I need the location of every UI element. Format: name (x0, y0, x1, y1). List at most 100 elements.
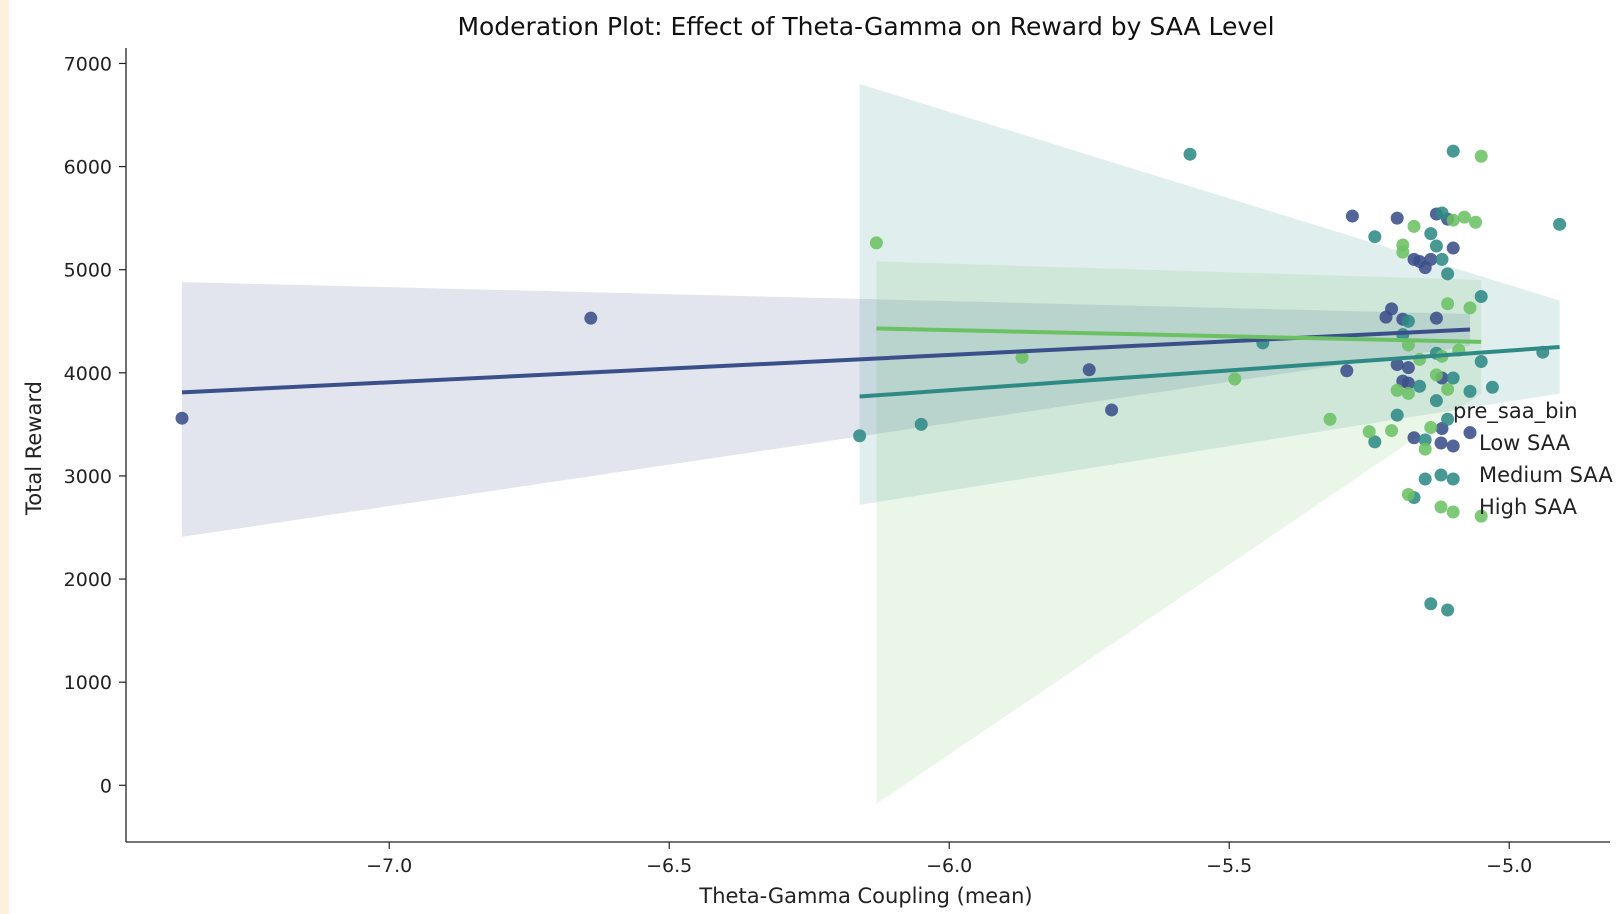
point-high-saa (1385, 424, 1399, 438)
point-high-saa (1015, 350, 1029, 364)
confidence-bands (182, 84, 1560, 804)
x-tick-label: −7.0 (366, 855, 412, 877)
point-high-saa (1390, 383, 1404, 397)
point-high-saa (1401, 386, 1415, 400)
legend-label: Medium SAA (1479, 463, 1613, 487)
y-tick-label: 6000 (64, 157, 112, 179)
x-tick-label: −5.0 (1486, 855, 1532, 877)
page-edge-stripe (0, 0, 9, 914)
point-high-saa (1469, 215, 1483, 229)
point-high-saa (1228, 372, 1242, 386)
y-tick-label: 0 (100, 775, 112, 797)
point-medium-saa (1441, 267, 1455, 281)
x-tick-label: −5.5 (1206, 855, 1252, 877)
legend-marker (1434, 500, 1448, 514)
point-medium-saa (1413, 379, 1427, 393)
point-medium-saa (1368, 230, 1382, 244)
fit-line-high-saa (876, 326, 1482, 344)
point-medium-saa (1435, 206, 1449, 220)
point-medium-saa (914, 417, 928, 431)
point-low-saa (584, 311, 598, 325)
legend-label: Low SAA (1479, 431, 1571, 455)
point-high-saa (1418, 442, 1432, 456)
point-high-saa (1446, 505, 1460, 519)
point-high-saa (1474, 509, 1488, 523)
point-medium-saa (1474, 354, 1488, 368)
point-medium-saa (1441, 412, 1455, 426)
point-medium-saa (1418, 433, 1432, 447)
ci-band-high-saa (876, 261, 1482, 804)
chart-title: Moderation Plot: Effect of Theta-Gamma o… (457, 12, 1274, 41)
point-high-saa (1463, 301, 1477, 315)
point-medium-saa (1424, 227, 1438, 241)
point-low-saa (1424, 252, 1438, 266)
point-low-saa (1401, 376, 1415, 390)
point-medium-saa (1463, 384, 1477, 398)
y-tick-label: 3000 (64, 466, 112, 488)
point-low-saa (1082, 363, 1096, 377)
point-low-saa (1385, 302, 1399, 316)
legend-items: Low SAA Medium SAA High SAA (1434, 431, 1613, 519)
fit-line-medium-saa (859, 345, 1560, 399)
point-medium-saa (1446, 144, 1460, 158)
y-axis-title: Total Reward (22, 381, 46, 516)
point-low-saa (1463, 426, 1477, 440)
point-medium-saa (1401, 314, 1415, 328)
axes (125, 48, 1610, 843)
y-tick-label: 7000 (64, 53, 112, 75)
point-high-saa (1396, 245, 1410, 259)
point-low-saa (1407, 431, 1421, 445)
point-medium-saa (1435, 252, 1449, 266)
point-high-saa (1474, 149, 1488, 163)
point-low-saa (1105, 403, 1119, 417)
point-medium-saa (1368, 435, 1382, 449)
point-medium-saa (1390, 408, 1404, 422)
point-high-saa (1441, 382, 1455, 396)
legend-label: High SAA (1479, 495, 1578, 519)
point-low-saa (1390, 358, 1404, 372)
legend-marker (1434, 436, 1448, 450)
ci-band-medium-saa (859, 84, 1560, 505)
x-tick-label: −6.0 (926, 855, 972, 877)
point-medium-saa (1424, 597, 1438, 611)
point-low-saa (1340, 364, 1354, 378)
point-high-saa (1457, 210, 1471, 224)
point-medium-saa (853, 429, 867, 443)
point-medium-saa (1418, 472, 1432, 486)
point-high-saa (1429, 368, 1443, 382)
regression-lines (181, 326, 1560, 399)
legend: pre_saa_bin Low SAA Medium SAA High SAA (1434, 399, 1613, 519)
x-axis-title: Theta-Gamma Coupling (mean) (698, 884, 1032, 908)
point-low-saa (1429, 311, 1443, 325)
legend-marker (1434, 468, 1448, 482)
y-tick-label: 4000 (64, 363, 112, 385)
point-medium-saa (1446, 371, 1460, 385)
point-medium-saa (1441, 603, 1455, 617)
point-medium-saa (1474, 290, 1488, 304)
x-tick-label: −6.5 (646, 855, 692, 877)
y-axis-ticks: 0 1000 2000 3000 4000 5000 6000 7000 (64, 53, 126, 797)
fit-line-low-saa (181, 327, 1471, 395)
point-low-saa (175, 411, 189, 425)
point-low-saa (1446, 439, 1460, 453)
point-high-saa (1362, 425, 1376, 439)
point-high-saa (1401, 487, 1415, 501)
point-medium-saa (1485, 380, 1499, 394)
point-medium-saa (1429, 239, 1443, 253)
x-axis-ticks: −7.0 −6.5 −6.0 −5.5 −5.0 (366, 842, 1532, 877)
y-tick-label: 1000 (64, 672, 112, 694)
point-low-saa (1401, 361, 1415, 375)
point-high-saa (1446, 213, 1460, 227)
point-high-saa (1323, 412, 1337, 426)
point-high-saa (1441, 297, 1455, 311)
point-medium-saa (1183, 147, 1197, 161)
point-low-saa (1446, 241, 1460, 255)
point-medium-saa (1429, 394, 1443, 408)
point-low-saa (1390, 211, 1404, 225)
point-low-saa (1345, 209, 1359, 223)
legend-title: pre_saa_bin (1453, 399, 1578, 424)
point-high-saa (1407, 219, 1421, 233)
y-tick-label: 2000 (64, 569, 112, 591)
point-high-saa (869, 236, 883, 250)
